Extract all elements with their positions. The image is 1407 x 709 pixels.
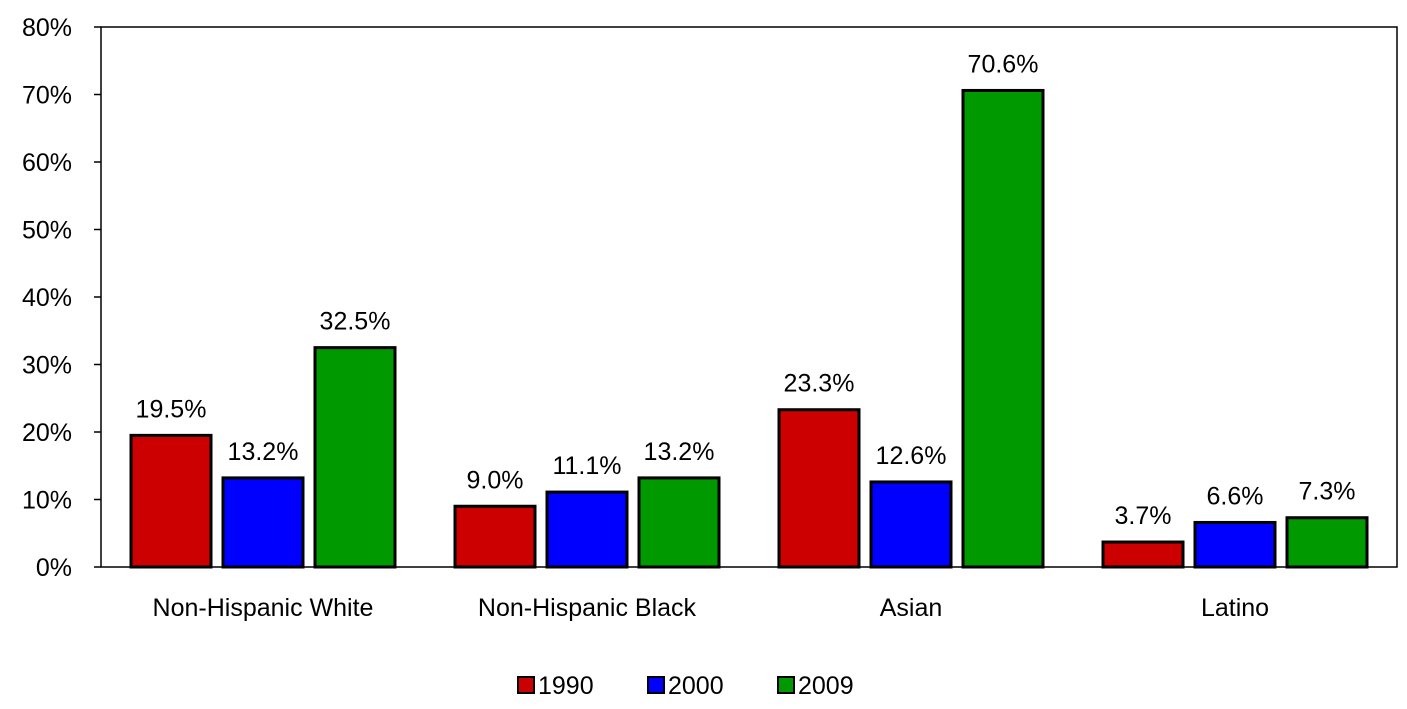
data-label: 7.3% bbox=[1299, 478, 1356, 506]
data-label: 13.2% bbox=[228, 438, 299, 466]
y-tick-label: 10% bbox=[22, 487, 72, 515]
x-tick-label: Non-Hispanic White bbox=[153, 594, 374, 622]
data-label: 19.5% bbox=[136, 395, 207, 423]
plot-area: 19.5% 13.2% 32.5% 9.0% 11.1% 13.2% 23.3% 12.6% 7… bbox=[100, 26, 1398, 569]
y-tick-label: 40% bbox=[22, 284, 72, 312]
bar-1990-1 bbox=[453, 504, 537, 569]
bar-2000-0 bbox=[221, 476, 305, 569]
legend-swatch bbox=[647, 676, 665, 694]
y-tick-label: 80% bbox=[22, 14, 72, 42]
x-tick-label: Latino bbox=[1201, 594, 1269, 622]
bar-2009-0 bbox=[313, 346, 397, 569]
legend-label: 2009 bbox=[798, 672, 854, 700]
legend-swatch bbox=[777, 676, 795, 694]
data-label: 70.6% bbox=[968, 50, 1039, 78]
bar-2000-2 bbox=[869, 480, 953, 569]
y-tick-label: 70% bbox=[22, 82, 72, 110]
data-label: 3.7% bbox=[1115, 502, 1172, 530]
x-tick-label: Non-Hispanic Black bbox=[478, 594, 697, 622]
legend: 1990 2000 2009 bbox=[517, 672, 854, 700]
bar-1990-3 bbox=[1101, 540, 1185, 569]
data-label: 32.5% bbox=[320, 308, 391, 336]
data-label: 12.6% bbox=[876, 442, 947, 470]
bar-2009-2 bbox=[961, 88, 1045, 569]
y-tick-label: 60% bbox=[22, 149, 72, 177]
data-label: 23.3% bbox=[784, 370, 855, 398]
data-label: 13.2% bbox=[644, 438, 715, 466]
bar-2000-1 bbox=[545, 490, 629, 569]
plot-frame bbox=[100, 26, 1398, 568]
data-label: 11.1% bbox=[552, 452, 621, 480]
x-axis: Non-Hispanic White Non-Hispanic Black Asia… bbox=[153, 594, 1270, 622]
y-tick-label: 0% bbox=[36, 554, 72, 582]
legend-swatch bbox=[517, 676, 535, 694]
legend-label: 1990 bbox=[538, 672, 594, 700]
y-tick-label: 20% bbox=[22, 419, 72, 447]
y-tick-label: 50% bbox=[22, 217, 72, 245]
bar-2000-3 bbox=[1193, 520, 1277, 569]
legend-label: 2000 bbox=[668, 672, 724, 700]
bar-1990-2 bbox=[777, 408, 861, 569]
y-axis: 0% 10% 20% 30% 40% 50% 60% 70% 80% bbox=[22, 14, 101, 582]
y-tick-label: 30% bbox=[22, 352, 72, 380]
data-label: 6.6% bbox=[1207, 482, 1264, 510]
bar-1990-0 bbox=[129, 433, 213, 569]
x-tick-label: Asian bbox=[880, 594, 943, 622]
data-label: 9.0% bbox=[467, 466, 524, 494]
bar-2009-1 bbox=[637, 476, 721, 569]
bar-2009-3 bbox=[1285, 516, 1369, 569]
